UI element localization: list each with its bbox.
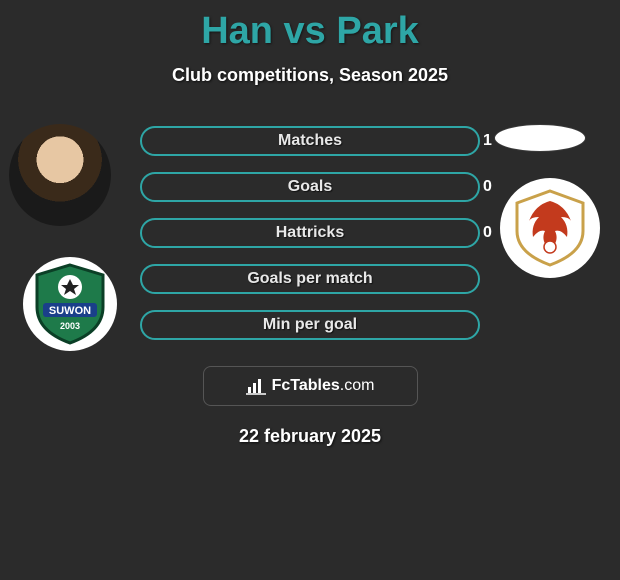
stat-label: Hattricks <box>276 224 344 242</box>
stat-label: Goals <box>288 178 332 196</box>
brand-domain: .com <box>340 377 375 394</box>
date-text: 22 february 2025 <box>0 426 620 447</box>
suwon-crest-icon: SUWON 2003 <box>31 263 109 345</box>
brand-text: FcTables.com <box>272 377 375 395</box>
stat-right-value: 1 <box>483 132 533 150</box>
page-title: Han vs Park <box>0 0 620 53</box>
brand-name: FcTables <box>272 377 340 394</box>
player-left-photo <box>9 124 111 226</box>
stat-row-goals-per-match: Goals per match <box>140 264 480 294</box>
stat-label: Matches <box>278 132 342 150</box>
svg-text:SUWON: SUWON <box>49 305 91 317</box>
stat-row-matches: Matches 1 <box>140 126 480 156</box>
club-left-crest: SUWON 2003 <box>23 257 117 351</box>
stat-right-value: 0 <box>483 178 533 196</box>
stats-table: Matches 1 Goals 0 Hattricks 0 Goals per … <box>140 126 480 340</box>
svg-text:2003: 2003 <box>60 321 80 331</box>
stat-row-hattricks: Hattricks 0 <box>140 218 480 248</box>
stat-label: Goals per match <box>247 270 372 288</box>
stat-row-goals: Goals 0 <box>140 172 480 202</box>
bar-chart-icon <box>246 377 266 395</box>
brand-badge: FcTables.com <box>203 366 418 406</box>
stat-right-value: 0 <box>483 224 533 242</box>
subtitle: Club competitions, Season 2025 <box>0 65 620 86</box>
stat-label: Min per goal <box>263 316 357 334</box>
stat-row-min-per-goal: Min per goal <box>140 310 480 340</box>
